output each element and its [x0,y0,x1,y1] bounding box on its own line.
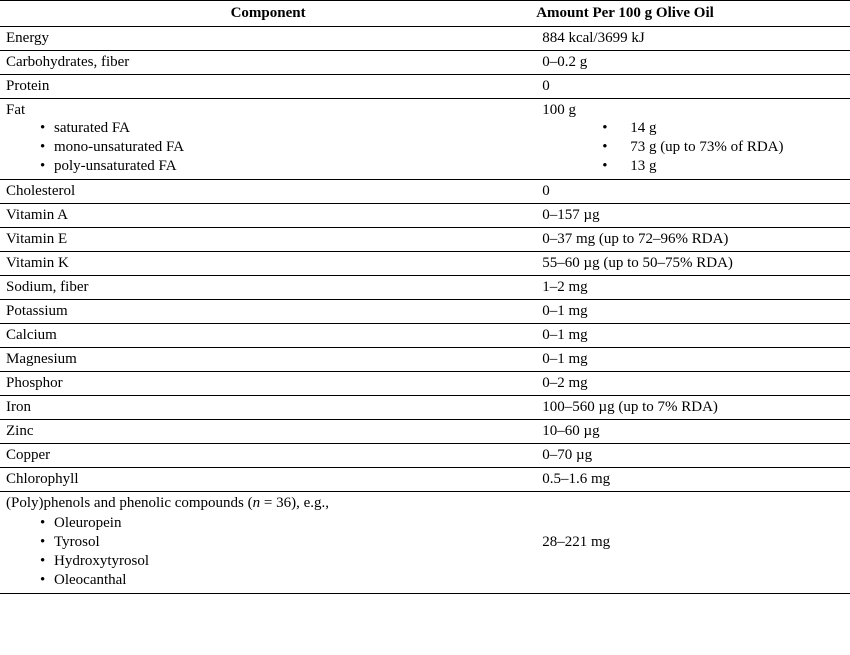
cell-amount: 0–157 µg [536,204,850,228]
poly-sub: •Hydroxytyrosol [6,552,530,571]
fat-sub-amount-value: 73 g (up to 73% of RDA) [630,139,783,155]
bullet-icon: • [40,534,54,551]
cell-amount: 0–37 mg (up to 72–96% RDA) [536,228,850,252]
cell-amount: 100–560 µg (up to 7% RDA) [536,396,850,420]
bullet-icon: • [40,515,54,532]
cell-component: Protein [0,75,536,99]
table-row: Vitamin A0–157 µg [0,204,850,228]
cell-amount: 10–60 µg [536,420,850,444]
fat-row: Fat •saturated FA •mono-unsaturated FA •… [0,99,850,180]
fat-amount: 100 g [542,102,844,119]
polyphenols-label: (Poly)phenols and phenolic compounds (n … [6,495,530,514]
cell-amount: 0–2 mg [536,372,850,396]
cell-component: Vitamin A [0,204,536,228]
cell-amount: 1–2 mg [536,276,850,300]
poly-sub: •Tyrosol [6,533,530,552]
polyphenols-amount: 28–221 mg [536,492,850,594]
table-row: Calcium0–1 mg [0,324,850,348]
header-component: Component [0,1,536,27]
table-header-row: Component Amount Per 100 g Olive Oil [0,1,850,27]
bullet-icon: • [602,120,630,137]
header-amount: Amount Per 100 g Olive Oil [536,1,850,27]
fat-label: Fat [6,102,530,119]
fat-sub-label: mono-unsaturated FA [54,139,184,155]
cell-component: Vitamin K [0,252,536,276]
cell-amount: 884 kcal/3699 kJ [536,27,850,51]
bullet-icon: • [40,572,54,589]
cell-component: Carbohydrates, fiber [0,51,536,75]
fat-sub-label: poly-unsaturated FA [54,158,177,174]
fat-sub-amount: •14 g [542,119,844,138]
cell-component: Calcium [0,324,536,348]
table-row: Chlorophyll0.5–1.6 mg [0,468,850,492]
polyphenols-label-post: = 36), e.g., [260,495,329,511]
nutrition-table: Component Amount Per 100 g Olive Oil Ene… [0,0,850,594]
cell-component: Zinc [0,420,536,444]
table-row: Vitamin E0–37 mg (up to 72–96% RDA) [0,228,850,252]
polyphenols-row: (Poly)phenols and phenolic compounds (n … [0,492,850,594]
bullet-icon: • [602,158,630,175]
fat-sub: •saturated FA [6,119,530,138]
cell-amount: 0 [536,75,850,99]
table-row: Vitamin K55–60 µg (up to 50–75% RDA) [0,252,850,276]
table-row: Protein 0 [0,75,850,99]
fat-sub-amount: •73 g (up to 73% of RDA) [542,138,844,157]
cell-amount: 0–1 mg [536,300,850,324]
cell-component: Cholesterol [0,180,536,204]
cell-component: Magnesium [0,348,536,372]
cell-component: Vitamin E [0,228,536,252]
bullet-icon: • [40,158,54,175]
bullet-icon: • [40,553,54,570]
poly-sub-label: Oleocanthal [54,572,126,588]
poly-sub-label: Tyrosol [54,534,100,550]
fat-sub: •mono-unsaturated FA [6,138,530,157]
cell-amount: 0–1 mg [536,348,850,372]
table-row: Cholesterol0 [0,180,850,204]
table-row: Energy 884 kcal/3699 kJ [0,27,850,51]
fat-sub-label: saturated FA [54,120,130,136]
cell-component: Sodium, fiber [0,276,536,300]
poly-sub: •Oleocanthal [6,571,530,590]
table-row: Potassium0–1 mg [0,300,850,324]
fat-amount-cell: 100 g •14 g •73 g (up to 73% of RDA) •13… [536,99,850,180]
table-row: Phosphor0–2 mg [0,372,850,396]
cell-component: Energy [0,27,536,51]
table-row: Iron100–560 µg (up to 7% RDA) [0,396,850,420]
table-row: Zinc10–60 µg [0,420,850,444]
fat-sub-amount-value: 13 g [630,158,656,174]
cell-component: Iron [0,396,536,420]
cell-component: Chlorophyll [0,468,536,492]
fat-cell: Fat •saturated FA •mono-unsaturated FA •… [0,99,536,180]
fat-sub-amount-value: 14 g [630,120,656,136]
poly-sub-label: Hydroxytyrosol [54,553,149,569]
table-row: Carbohydrates, fiber 0–0.2 g [0,51,850,75]
cell-amount: 55–60 µg (up to 50–75% RDA) [536,252,850,276]
cell-amount: 0–70 µg [536,444,850,468]
table-row: Sodium, fiber1–2 mg [0,276,850,300]
fat-sub-amount: •13 g [542,157,844,176]
cell-component: Copper [0,444,536,468]
polyphenols-cell: (Poly)phenols and phenolic compounds (n … [0,492,536,594]
cell-amount: 0.5–1.6 mg [536,468,850,492]
bullet-icon: • [40,139,54,156]
bullet-icon: • [602,139,630,156]
cell-amount: 0–0.2 g [536,51,850,75]
cell-component: Phosphor [0,372,536,396]
table-row: Magnesium0–1 mg [0,348,850,372]
cell-amount: 0–1 mg [536,324,850,348]
cell-amount: 0 [536,180,850,204]
poly-sub-label: Oleuropein [54,515,121,531]
poly-sub: •Oleuropein [6,514,530,533]
polyphenols-label-pre: (Poly)phenols and phenolic compounds ( [6,495,253,511]
bullet-icon: • [40,120,54,137]
table-row: Copper0–70 µg [0,444,850,468]
fat-sub: •poly-unsaturated FA [6,157,530,176]
cell-component: Potassium [0,300,536,324]
